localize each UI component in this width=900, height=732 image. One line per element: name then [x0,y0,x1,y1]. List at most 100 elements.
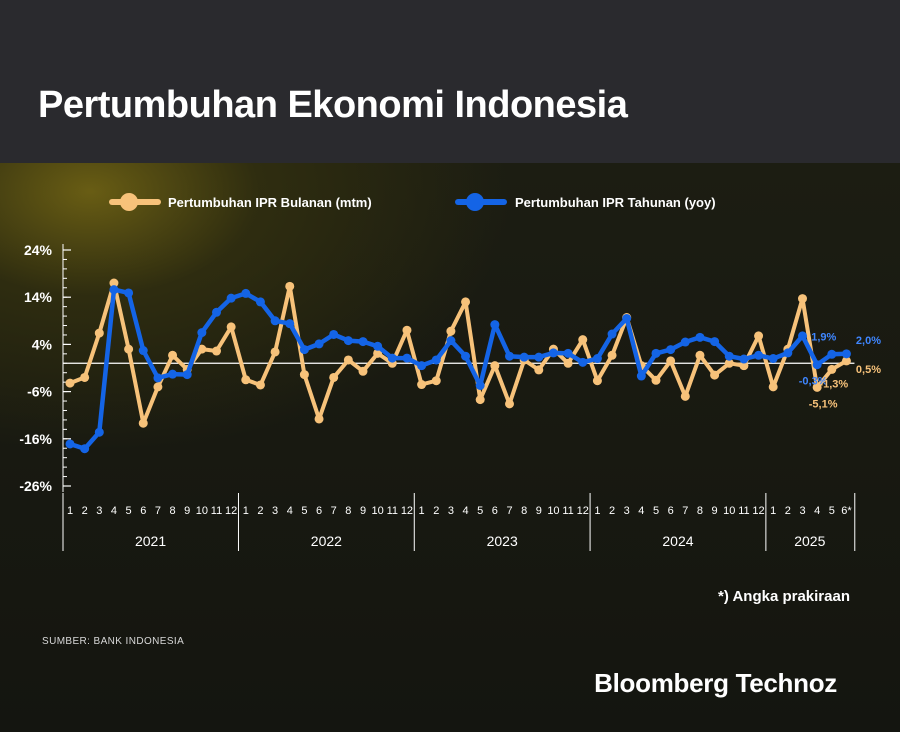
month-tick-label: 5 [653,505,659,517]
month-tick-label: 12 [752,505,764,517]
data-point-yoy [197,328,207,338]
month-tick-label: 3 [448,505,454,517]
month-tick-label: 2 [82,505,88,517]
data-point-mtm [754,331,764,341]
data-point-yoy [387,353,397,363]
data-point-mtm [109,278,119,288]
data-point-mtm [768,382,778,392]
month-tick-label: 9 [184,505,190,517]
month-tick-label: 3 [799,505,805,517]
data-point-yoy [695,332,705,342]
data-point-yoy [124,288,134,298]
month-tick-label: 3 [624,505,630,517]
y-tick-label: 4% [32,336,53,352]
annotation-mtm: 0,5% [856,364,881,376]
data-point-yoy [812,360,822,370]
data-point-mtm [299,370,309,380]
data-point-mtm [270,347,280,357]
data-point-yoy [548,348,558,358]
month-tick-label: 9 [536,505,542,517]
data-point-mtm [138,418,148,428]
month-tick-label: 1 [419,505,425,517]
month-tick-label: 2 [433,505,439,517]
annotation-mtm: -5,1% [809,398,838,410]
data-point-yoy [622,313,632,323]
data-point-yoy [710,337,720,347]
month-tick-label: 5 [829,505,835,517]
data-point-mtm [197,344,207,354]
legend-label-mtm: Pertumbuhan IPR Bulanan (mtm) [168,195,372,210]
data-point-mtm [798,294,807,304]
data-point-mtm [65,378,75,388]
month-tick-label: 10 [372,505,384,517]
data-point-mtm [431,376,441,386]
data-point-yoy [329,329,339,339]
data-point-mtm [505,399,514,409]
data-point-yoy [505,351,514,361]
data-point-yoy [739,354,749,364]
month-tick-label: 5 [301,505,307,517]
month-tick-label: 7 [331,505,337,517]
annotation-yoy: 2,0% [856,335,881,347]
data-point-mtm [578,335,588,345]
data-point-mtm [724,358,734,368]
month-tick-label: 7 [682,505,688,517]
data-point-yoy [212,307,221,317]
month-tick-label: 4 [287,505,293,517]
month-tick-label: 11 [211,505,222,517]
month-tick-label: 12 [577,505,589,517]
data-point-yoy [358,337,368,347]
y-tick-label: -26% [19,478,52,494]
data-point-mtm [534,365,544,375]
data-point-yoy [636,371,646,381]
data-point-yoy [841,349,851,359]
data-point-yoy [666,345,676,355]
data-point-mtm [563,358,573,368]
data-point-yoy [138,346,148,356]
data-point-yoy [94,427,104,437]
data-point-yoy [475,380,485,390]
month-tick-label: 6 [668,505,674,517]
legend-marker-mtm [120,193,138,211]
month-tick-label: 11 [738,505,749,517]
month-tick-label: 1 [594,505,600,517]
legend-marker-yoy [466,193,484,211]
data-point-mtm [666,356,676,366]
month-tick-label: 6 [492,505,498,517]
data-point-yoy [285,319,295,329]
data-point-mtm [402,325,412,335]
data-point-mtm [285,281,295,291]
data-point-yoy [592,354,602,364]
month-tick-label: 2 [785,505,791,517]
chart-area [0,163,900,732]
data-point-mtm [695,350,705,360]
data-point-yoy [607,329,617,339]
month-tick-label: 9 [360,505,366,517]
page-title: Pertumbuhan Ekonomi Indonesia [38,84,628,126]
data-point-mtm [475,395,485,405]
data-point-yoy [578,357,588,367]
year-label-2021: 2021 [135,533,166,549]
annotation-yoy: 1,9% [811,331,836,343]
month-tick-label: 3 [96,505,102,517]
month-tick-label: 4 [111,505,117,517]
month-tick-label: 1 [67,505,73,517]
month-tick-label: 11 [562,505,573,517]
data-point-mtm [226,322,236,332]
legend-label-yoy: Pertumbuhan IPR Tahunan (yoy) [515,195,716,210]
data-point-mtm [461,297,471,307]
data-point-yoy [827,349,837,359]
month-tick-label: 2 [609,505,615,517]
month-tick-label: 12 [401,505,413,517]
month-tick-label: 10 [196,505,208,517]
data-point-yoy [255,297,265,307]
data-point-mtm [592,376,602,386]
data-point-yoy [182,370,192,380]
data-point-yoy [461,351,471,361]
data-point-yoy [519,352,529,362]
month-tick-label: 11 [387,505,398,517]
data-point-yoy [724,351,734,361]
data-point-yoy [65,439,75,449]
month-tick-label: 4 [638,505,644,517]
data-point-yoy [270,316,280,326]
